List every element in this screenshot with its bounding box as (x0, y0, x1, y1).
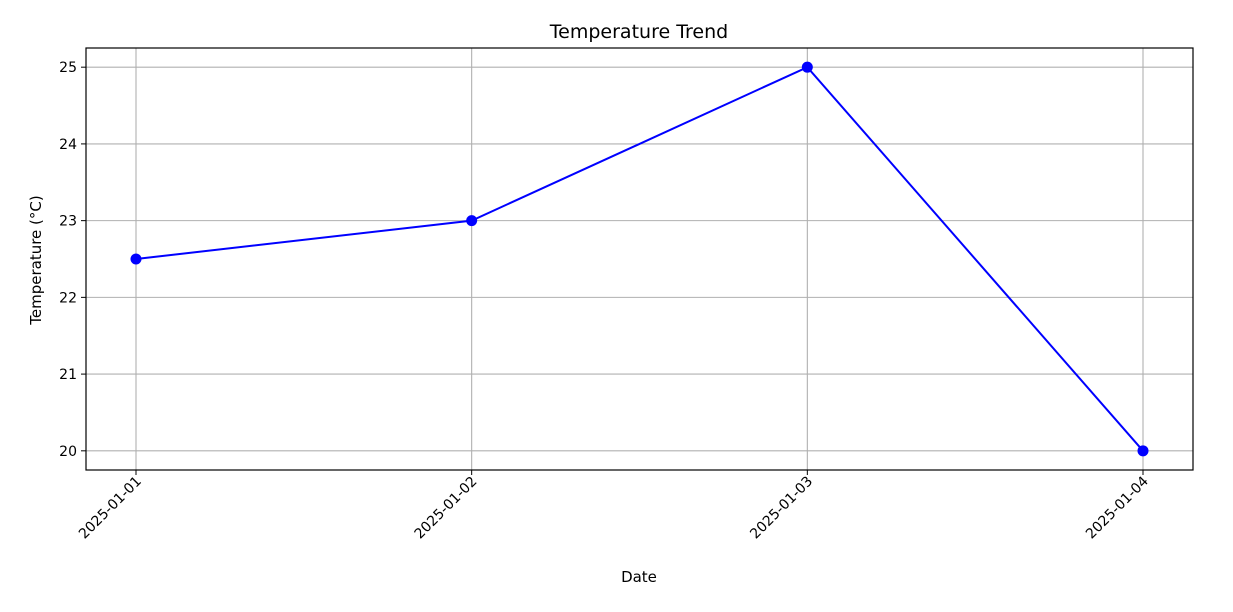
y-tick-label: 21 (59, 367, 77, 383)
y-tick-label: 23 (59, 214, 77, 230)
series-layer (130, 61, 1149, 457)
y-tick-label: 20 (59, 444, 77, 460)
y-tick-label: 25 (59, 60, 77, 76)
data-point (801, 61, 813, 73)
data-point (130, 253, 142, 265)
x-tick-label: 2025-01-03 (747, 474, 816, 543)
x-axis-label: Date (621, 568, 657, 586)
y-axis-label: Temperature (°C) (27, 195, 45, 325)
x-tick-label: 2025-01-02 (412, 474, 481, 543)
data-point (1137, 445, 1149, 457)
series-line (135, 65, 1144, 452)
x-tick-label: 2025-01-01 (76, 474, 145, 543)
y-tick-label: 24 (59, 137, 77, 153)
grid (86, 48, 1193, 470)
plot-frame (85, 47, 1194, 471)
chart-title: Temperature Trend (549, 21, 728, 43)
y-tick-label: 22 (59, 290, 77, 306)
x-tick-label: 2025-01-04 (1083, 473, 1152, 542)
data-point (466, 215, 478, 227)
